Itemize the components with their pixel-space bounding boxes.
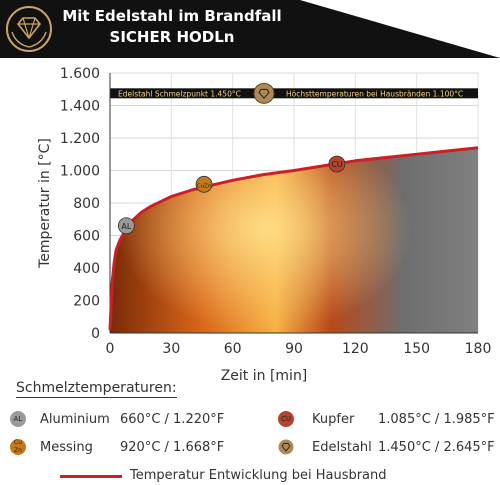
aluminium-value: 660°C / 1.220°F xyxy=(120,412,225,427)
medal-circle xyxy=(253,82,275,104)
curve-legend-label: Temperatur Entwicklung bei Hausbrand xyxy=(130,468,387,483)
aluminium-code: AL xyxy=(13,415,23,423)
medal-diamond xyxy=(258,88,270,100)
messing-name: Messing xyxy=(40,440,93,455)
edelstahl-name: Edelstahl xyxy=(312,440,372,455)
banner-corner xyxy=(300,0,500,58)
y-tick-label: 600 xyxy=(73,229,100,245)
kupfer-badge-icon: CU xyxy=(278,411,294,427)
y-axis-title: Temperatur in [°C] xyxy=(37,138,53,269)
marker-label: CuZn xyxy=(197,183,212,189)
marker-cu-icon: CU xyxy=(328,155,346,173)
title-line-2: SICHER HODLn xyxy=(109,28,235,46)
header-banner: Mit Edelstahl im Brandfall SICHER HODLn xyxy=(0,0,500,58)
melt-band: Edelstahl Schmelzpunkt 1.450°C Höchsttemp… xyxy=(110,82,478,104)
marker-circle xyxy=(117,217,135,235)
marker-al-icon: AL xyxy=(117,217,135,235)
kupfer-name: Kupfer xyxy=(312,412,355,427)
temperature-chart: Edelstahl Schmelzpunkt 1.450°C Höchsttemp… xyxy=(37,66,491,384)
title-line-1: Mit Edelstahl im Brandfall xyxy=(62,7,282,25)
x-tick-label: 150 xyxy=(403,341,430,357)
page-title: Mit Edelstahl im Brandfall SICHER HODLn xyxy=(62,6,282,48)
marker-cuzn-icon: CuZn xyxy=(195,175,213,193)
series-layer xyxy=(108,146,479,330)
aluminium-name: Aluminium xyxy=(40,412,110,427)
messing-badge-icon: Cu Zn xyxy=(10,439,26,455)
y-tick-label: 800 xyxy=(73,196,100,212)
melt-band-bar xyxy=(110,88,478,99)
y-tick-label: 200 xyxy=(73,294,100,310)
x-tick-label: 60 xyxy=(224,341,242,357)
x-axis-title: Zeit in [min] xyxy=(221,368,308,384)
x-tick-label: 90 xyxy=(285,341,303,357)
aluminium-badge-icon: AL xyxy=(10,411,26,427)
edelstahl-medal-icon xyxy=(253,82,275,104)
marker-circle xyxy=(328,155,346,173)
y-tick-label: 1.200 xyxy=(60,131,100,147)
marker-label: CU xyxy=(331,160,343,169)
marker-circle xyxy=(195,175,213,193)
marker-layer: AL CuZn CU xyxy=(117,155,346,235)
edelstahl-value: 1.450°C / 2.645°F xyxy=(378,440,495,455)
legend-heading: Schmelztemperaturen: xyxy=(16,380,177,398)
axes: 0 200 400 600 800 1.000 1.200 1.400 1.600 0 30 60 90… xyxy=(37,66,491,384)
melt-band-label-right: Höchsttemperaturen bei Hausbränden 1.100… xyxy=(286,89,463,98)
curve-legend-swatch xyxy=(60,475,122,478)
x-tick-label: 180 xyxy=(465,341,492,357)
messing-code: Cu Zn xyxy=(14,439,22,454)
y-tick-label: 1.600 xyxy=(60,66,100,82)
messing-value: 920°C / 1.668°F xyxy=(120,440,225,455)
y-tick-label: 0 xyxy=(91,326,100,342)
x-tick-label: 0 xyxy=(106,341,115,357)
x-tick-label: 30 xyxy=(162,341,180,357)
marker-label: AL xyxy=(121,222,131,231)
edelstahl-diamond-icon xyxy=(278,439,294,455)
y-tick-label: 1.400 xyxy=(60,99,100,115)
y-tick-label: 400 xyxy=(73,261,100,277)
melt-band-label-left: Edelstahl Schmelzpunkt 1.450°C xyxy=(118,89,241,98)
kupfer-value: 1.085°C / 1.985°F xyxy=(378,412,495,427)
kupfer-code: CU xyxy=(280,415,291,423)
diamond-logo-icon xyxy=(6,6,52,52)
y-tick-label: 1.000 xyxy=(60,164,100,180)
x-tick-label: 120 xyxy=(342,341,369,357)
